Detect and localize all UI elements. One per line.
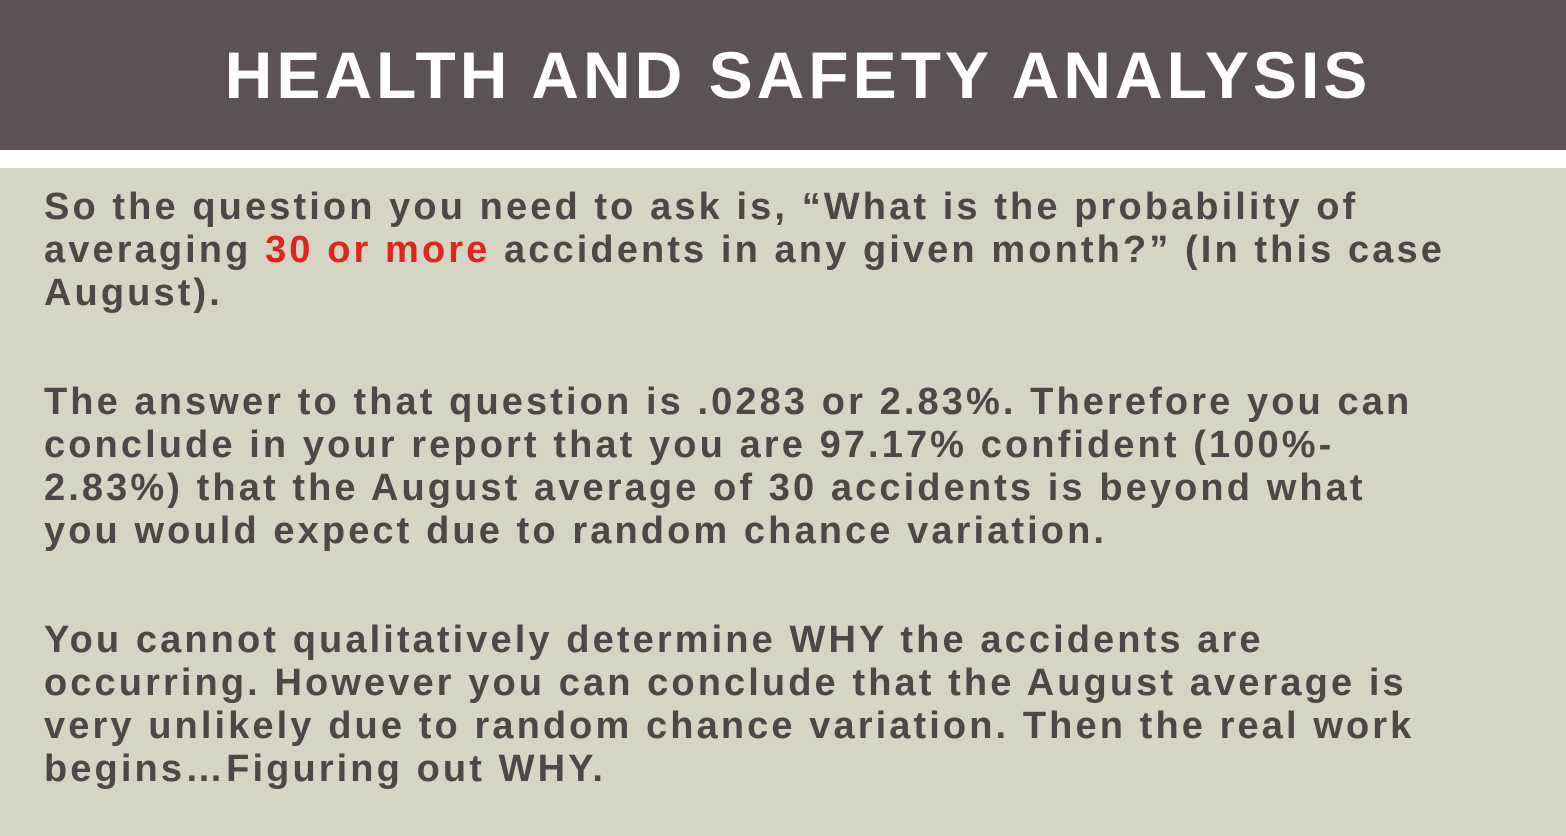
paragraph-line: occurring. However you can conclude that… bbox=[44, 662, 1407, 704]
slide-header: HEALTH AND SAFETY ANALYSIS bbox=[0, 0, 1566, 150]
slide-title: HEALTH AND SAFETY ANALYSIS bbox=[224, 38, 1372, 112]
highlighted-text: 30 or more bbox=[265, 229, 491, 271]
paragraph-line: averaging 30 or more accidents in any gi… bbox=[44, 229, 1544, 272]
paragraph-line: So the question you need to ask is, “Wha… bbox=[44, 186, 1359, 228]
paragraph-line: You cannot qualitatively determine WHY t… bbox=[44, 619, 1264, 661]
paragraph-conclusion: You cannot qualitatively determine WHY t… bbox=[44, 619, 1544, 791]
text-segment: averaging bbox=[44, 229, 266, 271]
paragraph-line: conclude in your report that you are 97.… bbox=[44, 424, 1335, 466]
paragraph-line: you would expect due to random chance va… bbox=[44, 510, 1108, 552]
paragraph-probability-question: So the question you need to ask is, “Wha… bbox=[44, 186, 1544, 315]
text-segment: accidents in any given month?” (In this … bbox=[490, 229, 1445, 271]
paragraph-line: very unlikely due to random chance varia… bbox=[44, 705, 1415, 747]
slide-body: So the question you need to ask is, “Wha… bbox=[0, 168, 1566, 836]
paragraph-line: The answer to that question is .0283 or … bbox=[44, 381, 1413, 423]
paragraph-answer: The answer to that question is .0283 or … bbox=[44, 381, 1544, 553]
paragraph-line: begins…Figuring out WHY. bbox=[44, 748, 607, 790]
paragraph-line: 2.83%) that the August average of 30 acc… bbox=[44, 467, 1366, 509]
paragraph-line: August). bbox=[44, 272, 223, 314]
